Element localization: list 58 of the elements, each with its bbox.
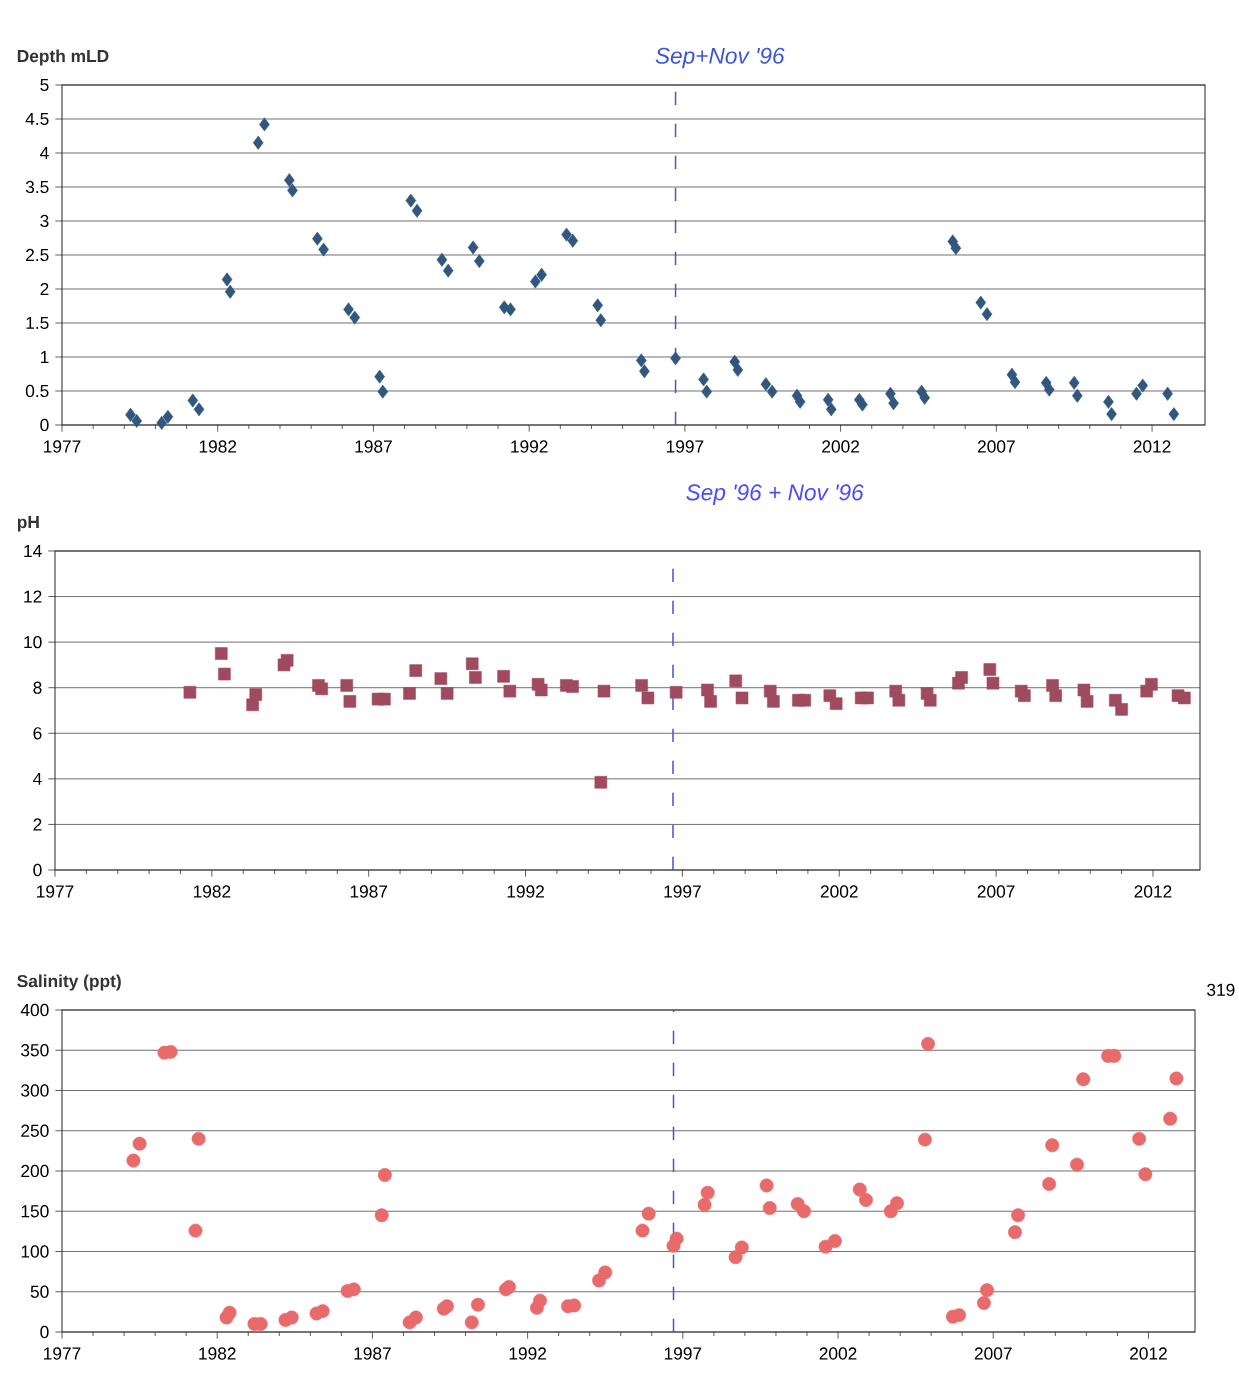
x-tick-label: 1982 bbox=[193, 885, 231, 898]
y-tick-label: 2 bbox=[33, 818, 42, 831]
x-tick-label: 1997 bbox=[664, 885, 701, 898]
x-tick-label: 1987 bbox=[355, 440, 392, 453]
y-tick-label: 150 bbox=[21, 1205, 49, 1218]
y-tick-label: 50 bbox=[30, 1285, 49, 1298]
y-tick-label: 0 bbox=[40, 418, 49, 432]
y-tick-label: 1 bbox=[40, 351, 49, 363]
y-tick-label: 200 bbox=[21, 1164, 49, 1178]
y-tick-label: 1.5 bbox=[26, 316, 49, 330]
x-tick-label: 1992 bbox=[509, 1347, 547, 1360]
y-tick-label: 2.5 bbox=[26, 248, 49, 262]
x-tick-label: 1987 bbox=[354, 1347, 391, 1360]
x-tick-label: 1982 bbox=[199, 440, 237, 453]
y-axis-title: Depth mLD bbox=[17, 49, 109, 66]
y-tick-label: 5 bbox=[40, 78, 49, 92]
x-tick-label: 1992 bbox=[511, 440, 548, 453]
x-tick-label: 2002 bbox=[820, 885, 858, 898]
x-tick-label: 1982 bbox=[199, 1347, 236, 1360]
y-tick-label: 2 bbox=[40, 282, 49, 296]
y-tick-label: 8 bbox=[33, 681, 42, 694]
y-tick-label: 3.5 bbox=[25, 180, 49, 194]
x-tick-label: 2012 bbox=[1134, 885, 1172, 898]
y-axis-title: Salinity (ppt) bbox=[17, 974, 121, 991]
y-tick-label: 14 bbox=[24, 545, 42, 557]
y-tick-label: 3 bbox=[40, 214, 49, 228]
y-tick-label: 10 bbox=[24, 635, 42, 649]
x-tick-label: 1977 bbox=[44, 440, 81, 453]
x-tick-label: 1977 bbox=[44, 1347, 81, 1360]
x-tick-label: 1987 bbox=[350, 885, 388, 898]
y-tick-label: 0 bbox=[40, 1325, 49, 1339]
y-tick-label: 4 bbox=[33, 772, 42, 785]
x-tick-label: 2007 bbox=[977, 885, 1015, 898]
x-tick-label: 1992 bbox=[507, 885, 544, 898]
y-axis-title: pH bbox=[17, 516, 39, 532]
y-tick-label: 12 bbox=[24, 590, 42, 603]
y-tick-label: 100 bbox=[21, 1245, 49, 1258]
y-tick-label: 250 bbox=[21, 1124, 49, 1137]
x-tick-label: 1997 bbox=[664, 1347, 702, 1360]
x-tick-label: 2002 bbox=[822, 440, 860, 453]
x-tick-label: 2012 bbox=[1133, 440, 1171, 453]
ref-line-label: Sep+Nov '96 bbox=[655, 47, 785, 69]
y-tick-label: 0.5 bbox=[25, 384, 49, 398]
x-tick-label: 2012 bbox=[1130, 1347, 1167, 1360]
y-tick-label: 4.5 bbox=[25, 112, 49, 126]
text: Sep '96 + Nov '96 bbox=[686, 484, 864, 505]
y-tick-label: 0 bbox=[33, 863, 42, 877]
y-tick-label: 350 bbox=[21, 1044, 49, 1057]
y-tick-label: 400 bbox=[20, 1003, 49, 1017]
text: 319 bbox=[1207, 983, 1235, 996]
x-tick-label: 2007 bbox=[974, 1347, 1012, 1360]
x-tick-label: 1977 bbox=[37, 885, 74, 898]
x-tick-label: 1997 bbox=[666, 440, 704, 453]
x-tick-label: 2007 bbox=[977, 440, 1015, 453]
y-tick-label: 4 bbox=[40, 147, 49, 159]
x-tick-label: 2002 bbox=[819, 1347, 857, 1360]
y-tick-label: 300 bbox=[21, 1084, 49, 1097]
y-tick-label: 6 bbox=[33, 727, 42, 740]
